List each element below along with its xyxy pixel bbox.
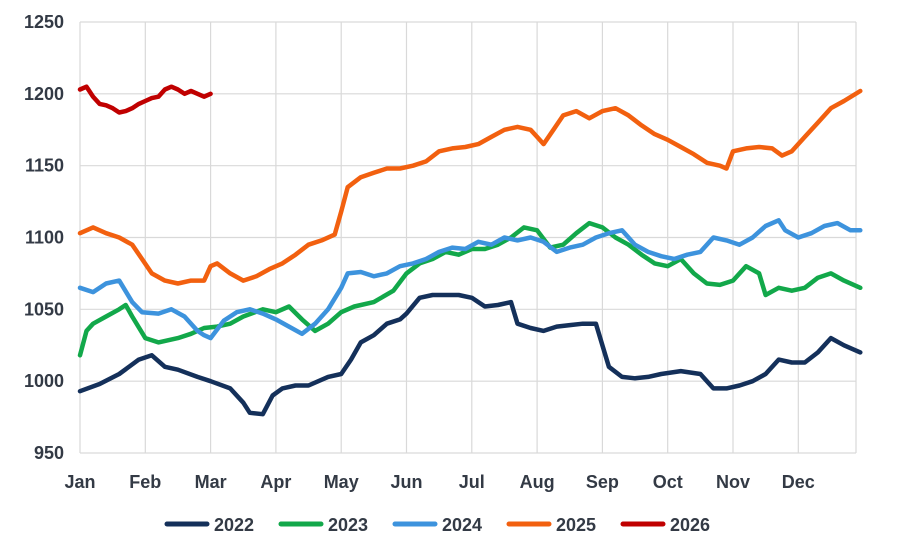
y-tick-label: 1100 [25, 228, 64, 248]
series-line-2026 [77, 84, 213, 115]
x-tick-label: Apr [260, 472, 291, 492]
y-tick-label: 950 [34, 443, 64, 463]
x-tick-label: Oct [653, 472, 683, 492]
legend-label-2026: 2026 [670, 515, 710, 535]
x-tick-label: Jan [64, 472, 95, 492]
y-tick-label: 1150 [25, 156, 64, 176]
series-line-2025 [77, 88, 863, 286]
x-axis-ticks: Jan Feb Mar Apr May Jun Jul Aug Sep Oct Nov Dec [64, 472, 814, 492]
y-tick-label: 1050 [24, 299, 64, 319]
x-tick-label: Mar [195, 472, 227, 492]
x-tick-label: Nov [716, 472, 750, 492]
y-axis-ticks: 950 1000 1050 1100 1150 1200 1250 [24, 12, 64, 463]
series-line-2022 [77, 292, 863, 417]
legend-label-2022: 2022 [214, 515, 254, 535]
series-line-2024 [77, 218, 863, 341]
y-tick-label: 1200 [24, 84, 64, 104]
y-tick-label: 1000 [24, 371, 64, 391]
series-lines [77, 84, 863, 417]
series-line-2023 [77, 220, 863, 358]
legend-label-2025: 2025 [556, 515, 596, 535]
legend-label-2023: 2023 [328, 515, 368, 535]
legend: 2022 2023 2024 2025 2026 [164, 515, 710, 535]
y-tick-label: 1250 [24, 12, 64, 32]
x-tick-label: Sep [586, 472, 619, 492]
x-tick-label: Feb [129, 472, 161, 492]
grid [79, 21, 857, 454]
x-tick-label: Jul [459, 472, 485, 492]
x-tick-label: Jun [390, 472, 422, 492]
legend-label-2024: 2024 [442, 515, 482, 535]
x-tick-label: Aug [520, 472, 555, 492]
x-tick-label: Dec [782, 472, 815, 492]
x-tick-label: May [324, 472, 359, 492]
